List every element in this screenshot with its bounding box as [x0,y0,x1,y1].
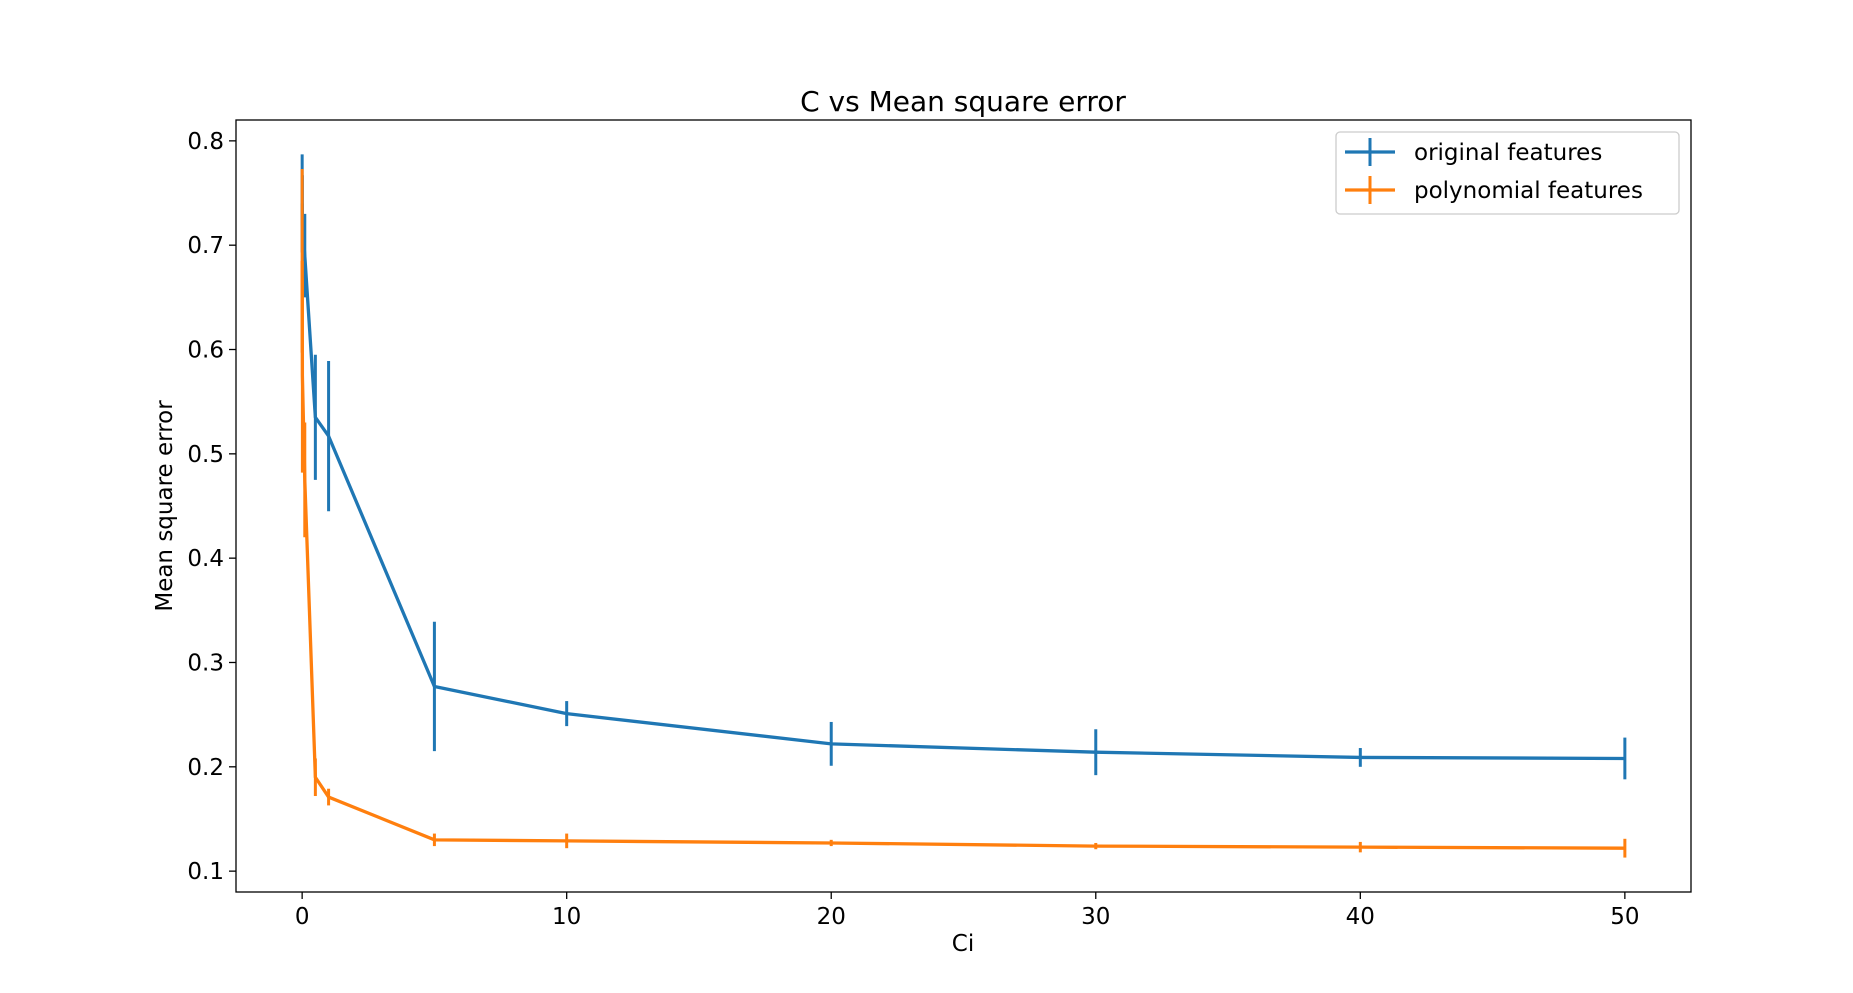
legend: original features polynomial features [1335,131,1680,215]
chart-title: C vs Mean square error [800,85,1126,118]
y-axis: 0.1 0.2 0.3 0.4 0.5 0.6 0.7 0.8 [187,129,236,885]
series-layer [300,154,1627,858]
y-tick-label: 0.8 [187,129,224,155]
legend-box [1335,131,1680,215]
x-axis-label: Ci [952,931,974,957]
y-tick-label: 0.2 [187,755,224,781]
legend-label: original features [1414,140,1602,166]
plot-frame [235,119,1692,893]
x-axis: 0 10 20 30 40 50 [295,892,1640,930]
y-tick-label: 0.7 [187,233,224,259]
legend-entry: original features [1345,138,1602,166]
legend-label: polynomial features [1414,178,1643,204]
y-axis-label: Mean square error [152,400,178,612]
x-tick-label: 50 [1610,904,1639,930]
y-tick-label: 0.5 [187,442,224,468]
y-tick-label: 0.3 [187,650,224,676]
series-0 [300,154,1627,780]
y-tick-label: 0.4 [187,546,224,572]
y-tick-label: 0.1 [187,859,224,885]
x-tick-label: 30 [1081,904,1110,930]
series-line [300,260,1625,850]
x-tick-label: 40 [1346,904,1375,930]
legend-entry: polynomial features [1345,176,1643,204]
series-line [300,203,1625,761]
y-tick-label: 0.6 [187,338,224,364]
x-tick-label: 20 [817,904,846,930]
x-tick-label: 0 [295,904,310,930]
x-tick-label: 10 [552,904,581,930]
series-1 [300,169,1627,858]
